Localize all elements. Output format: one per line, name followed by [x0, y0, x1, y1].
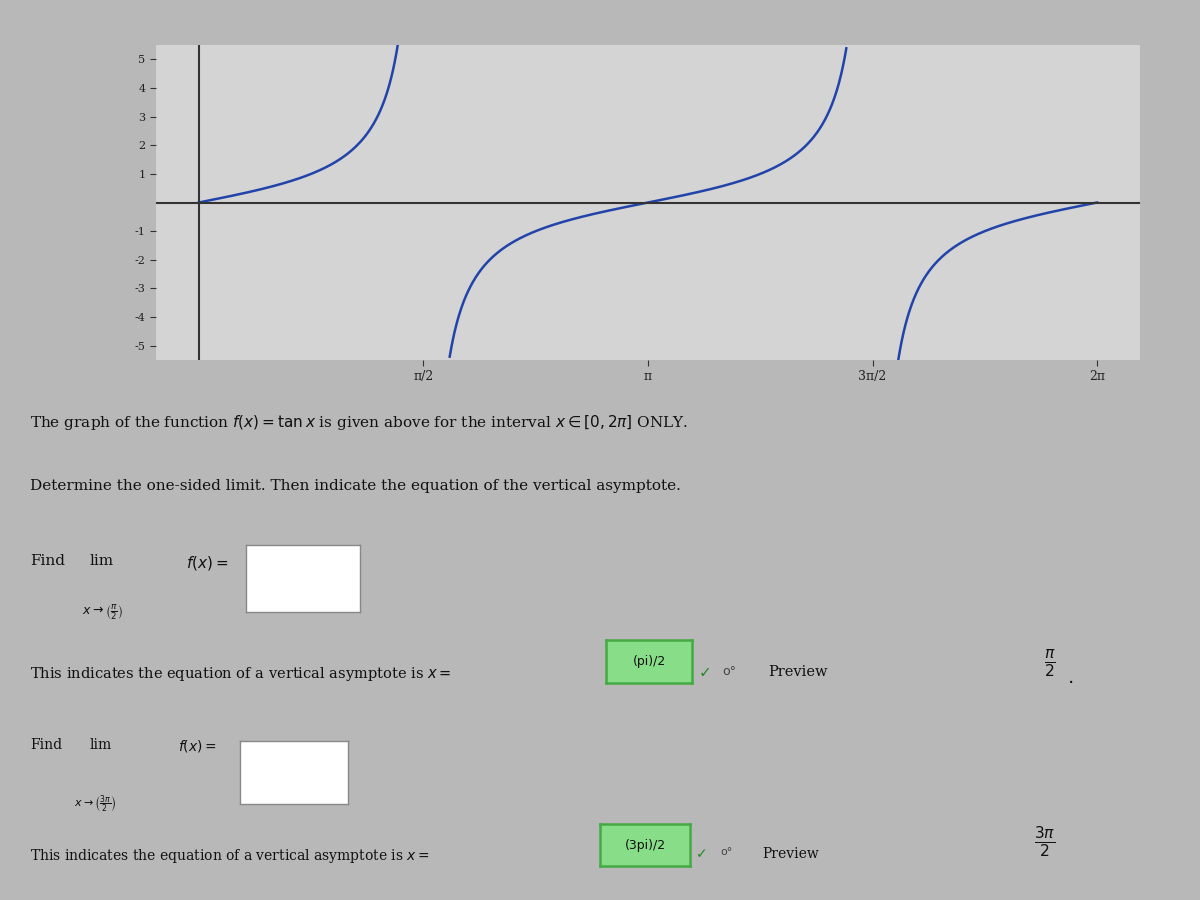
- Text: ✓: ✓: [696, 847, 708, 860]
- Text: $f(x) =$: $f(x) =$: [186, 554, 228, 572]
- Text: The graph of the function $f(x) = \tan x$ is given above for the interval $x \in: The graph of the function $f(x) = \tan x…: [30, 413, 688, 432]
- Text: Determine the one-sided limit. Then indicate the equation of the vertical asympt: Determine the one-sided limit. Then indi…: [30, 479, 680, 493]
- Text: ✓: ✓: [698, 665, 712, 680]
- Text: $f(x) =$: $f(x) =$: [178, 738, 216, 754]
- Text: (3pi)/2: (3pi)/2: [624, 839, 666, 851]
- Text: lim: lim: [90, 554, 114, 569]
- Text: .: .: [1068, 668, 1074, 687]
- Text: Preview: Preview: [762, 847, 818, 860]
- Text: $x \rightarrow \left(\frac{\pi}{2}\right)$: $x \rightarrow \left(\frac{\pi}{2}\right…: [82, 602, 122, 622]
- Text: $x \rightarrow \left(\frac{3\pi}{2}\right)$: $x \rightarrow \left(\frac{3\pi}{2}\righ…: [74, 794, 118, 814]
- Text: $\frac{3\pi}{2}$: $\frac{3\pi}{2}$: [1034, 824, 1056, 859]
- Text: Preview: Preview: [768, 665, 828, 680]
- Text: o°: o°: [722, 665, 737, 679]
- Text: (pi)/2: (pi)/2: [632, 655, 666, 668]
- Text: Find: Find: [30, 554, 65, 569]
- Text: lim: lim: [90, 738, 113, 752]
- Text: This indicates the equation of a vertical asymptote is $x = $: This indicates the equation of a vertica…: [30, 665, 451, 683]
- Text: $\frac{\pi}{2}$: $\frac{\pi}{2}$: [1044, 648, 1056, 680]
- Text: This indicates the equation of a vertical asymptote is $x = $: This indicates the equation of a vertica…: [30, 847, 430, 865]
- Text: o°: o°: [720, 847, 732, 857]
- Text: Find: Find: [30, 738, 62, 752]
